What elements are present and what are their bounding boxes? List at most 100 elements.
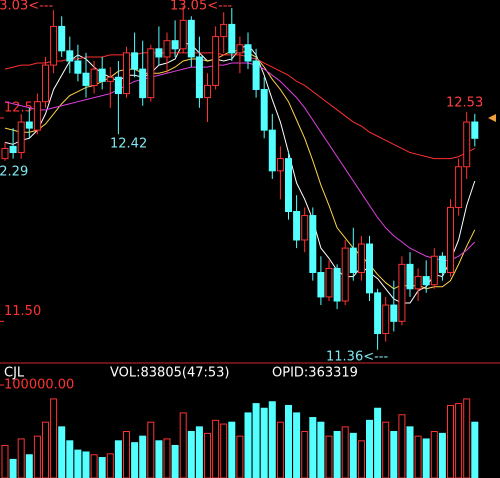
volume-bar (374, 407, 382, 478)
volume-bar (471, 421, 479, 478)
volume-bar (195, 426, 203, 478)
price-annotation: 12.42 (110, 137, 147, 152)
candle-body (244, 44, 252, 62)
candle-body (236, 44, 244, 54)
volume-bar (25, 454, 33, 478)
candle-body (187, 19, 195, 58)
candle-body (25, 121, 33, 129)
candle-body (228, 23, 236, 54)
volume-bar (301, 431, 309, 478)
candle-body (382, 304, 390, 335)
candle-body (414, 276, 422, 290)
volume-indicator: VOL:83805(47:53) (110, 366, 229, 381)
volume-bar (398, 414, 406, 478)
candle-body (98, 68, 106, 82)
candle-body (252, 60, 260, 90)
candle-body (204, 84, 211, 99)
candle-body (155, 48, 163, 58)
volume-bar (123, 431, 130, 478)
price-annotation: 12.29 (0, 165, 28, 180)
volume-bar (1, 444, 9, 478)
volume-bar (438, 432, 446, 478)
candle-body (309, 215, 317, 274)
volume-bar (66, 440, 74, 478)
candle-body (17, 121, 25, 154)
volume-bar (74, 449, 82, 478)
candle-body (268, 129, 276, 172)
candle-body (430, 255, 438, 286)
volume-bar (285, 404, 292, 478)
candle-body (131, 52, 139, 70)
volume-bar (293, 412, 301, 478)
volume-bar (147, 421, 155, 478)
price-annotation: 12.53 (446, 96, 483, 111)
volume-bar (414, 435, 422, 478)
candle-body (179, 19, 187, 50)
volume-bar (447, 404, 454, 478)
candle-body (325, 267, 333, 298)
candle-body (357, 243, 365, 274)
candle-body (463, 121, 471, 168)
y-tick-label: 100000.00 (4, 378, 74, 393)
candle-body (42, 64, 49, 103)
candle-body (171, 40, 179, 50)
volume-bar (349, 432, 357, 478)
candle-body (390, 304, 398, 322)
volume-bar (171, 444, 179, 478)
candle-body (139, 68, 147, 99)
volume-bar (341, 426, 349, 478)
volume-bar (276, 421, 284, 478)
y-tick-label: 11.50 (4, 304, 41, 319)
volume-bar (228, 421, 236, 478)
candle-body (106, 76, 114, 82)
candle-body (366, 243, 373, 294)
candle-body (341, 247, 349, 302)
volume-bar (455, 403, 463, 478)
candle-body (285, 158, 292, 213)
candle-body (147, 48, 155, 99)
volume-bar (42, 421, 49, 478)
volume-bar (9, 458, 17, 478)
candle-body (422, 276, 430, 286)
price-annotation: 11.36<--- (326, 350, 388, 365)
candle-body (333, 267, 341, 302)
candle-body (50, 25, 58, 66)
candle-body (9, 145, 17, 154)
volume-bar (204, 432, 211, 478)
volume-bar (366, 419, 373, 478)
candle-body (1, 147, 9, 160)
volume-bar (163, 438, 171, 478)
volume-bar (212, 419, 220, 478)
volume-bar (390, 431, 398, 478)
volume-bar (382, 421, 390, 478)
candle-body (406, 263, 414, 290)
price-pointer (488, 114, 496, 122)
volume-bar (139, 435, 147, 478)
candle-body (349, 247, 357, 274)
price-annotation: 13.03<--- (0, 0, 53, 14)
volume-bar (236, 435, 244, 478)
candle-body (471, 121, 479, 139)
candle-body (301, 215, 309, 241)
volume-bar (463, 398, 471, 478)
candle-body (33, 101, 41, 131)
volume-bar (155, 440, 163, 478)
volume-bar (317, 421, 325, 478)
volume-bar (325, 435, 333, 478)
price-annotation: 13.05<--- (170, 0, 232, 14)
volume-bar (106, 453, 114, 478)
candle-body (212, 36, 220, 86)
volume-indicator: OPID:363319 (272, 366, 358, 381)
candle-body (74, 60, 82, 74)
candle-body (82, 72, 90, 86)
volume-bar (220, 423, 228, 478)
volume-bar (50, 398, 58, 478)
volume-bar (179, 412, 187, 478)
volume-bar (309, 417, 317, 478)
volume-bar (187, 431, 195, 478)
volume-bar (244, 412, 252, 478)
volume-bar (357, 440, 365, 478)
candle-body (195, 56, 203, 99)
volume-bar (252, 403, 260, 478)
